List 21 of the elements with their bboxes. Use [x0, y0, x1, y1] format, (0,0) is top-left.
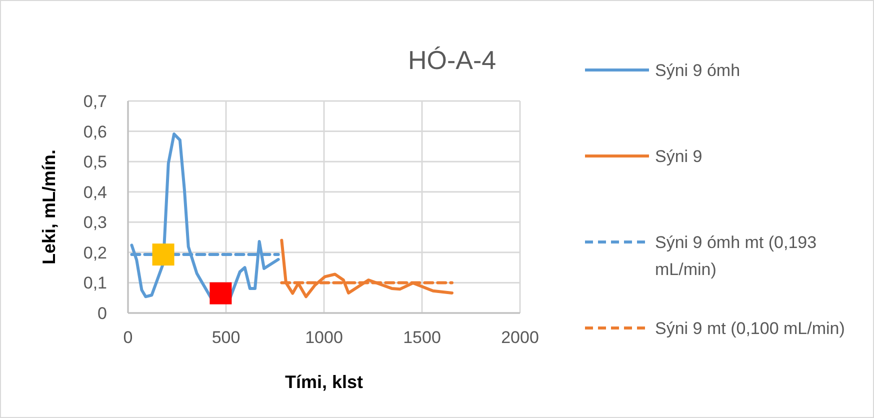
x-axis-title: Tími, klst — [284, 372, 364, 392]
y-tick-label: 0,5 — [83, 152, 107, 172]
x-tick-label: 2000 — [501, 328, 539, 347]
legend-label: Sýni 9 ómh mt (0,193 mL/min) — [655, 233, 817, 279]
y-tick-label: 0,2 — [83, 243, 107, 262]
legend-label: Sýni 9 mt (0,100 mL/min) — [655, 319, 845, 338]
x-tick-label: 500 — [212, 328, 240, 347]
y-axis-title: Leki, mL/mín. — [39, 149, 59, 265]
line-series — [280, 238, 454, 298]
y-tick-label: 0,7 — [83, 92, 107, 111]
y-tick-label: 0,3 — [83, 213, 107, 232]
y-tick-label: 0 — [98, 304, 107, 323]
x-tick-label: 0 — [123, 328, 133, 347]
legend-label: Sýni 9 — [655, 147, 702, 166]
x-tick-label: 1000 — [305, 328, 343, 347]
y-tick-label: 0,4 — [83, 182, 107, 202]
chart-title: HÓ-A-4 — [408, 45, 496, 75]
legend-label: Sýni 9 ómh — [655, 61, 740, 80]
y-tick-label: 0,6 — [83, 122, 107, 142]
y-tick-label: 0,1 — [83, 274, 107, 293]
x-tick-label: 1500 — [403, 328, 441, 347]
